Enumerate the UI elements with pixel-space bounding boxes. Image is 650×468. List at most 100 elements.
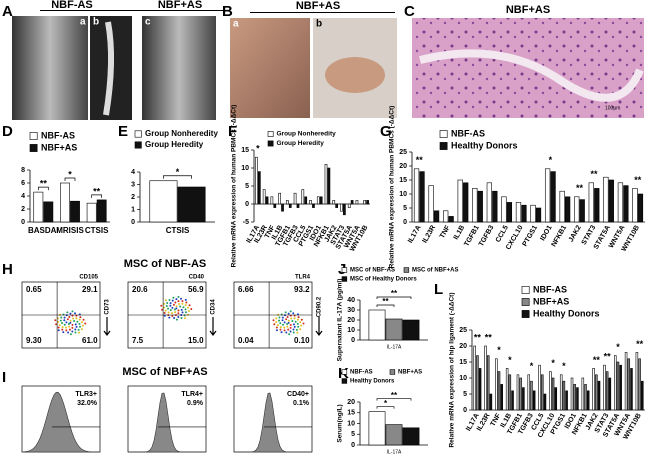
bar: [562, 380, 566, 411]
x-marker: CD40: [189, 275, 205, 281]
bar: [273, 203, 277, 208]
flow-dot: [278, 319, 281, 322]
flow-dot: [286, 315, 289, 318]
flow-dot: [280, 331, 283, 334]
legend-label: Group Nonheredity: [277, 131, 337, 138]
bar: [304, 196, 308, 205]
flow-dot: [71, 324, 74, 327]
flow-dot: [169, 309, 172, 312]
bar: [477, 190, 483, 223]
bar: [419, 171, 425, 223]
flow-dot: [279, 328, 282, 331]
bar: [541, 374, 544, 411]
group-title: NBF+AS: [296, 0, 340, 12]
flow-dot: [190, 307, 193, 310]
panel-label: A: [2, 3, 13, 20]
histogram: [128, 392, 206, 453]
y-marker: CD73: [105, 299, 111, 315]
flow-dot: [181, 300, 184, 303]
bar: [619, 364, 622, 411]
y-tick-label: 15: [241, 147, 249, 154]
flow-dot: [282, 323, 285, 326]
flow-dot: [63, 323, 66, 326]
bar: [443, 210, 449, 223]
bar: [324, 164, 328, 205]
bar: [638, 358, 641, 411]
flow-dot: [66, 318, 69, 321]
quadrant-value: 9.30: [26, 336, 42, 345]
bar: [340, 203, 343, 212]
flow-dot: [175, 298, 178, 301]
flow-dot: [289, 324, 292, 327]
bar: [177, 186, 206, 223]
legend-swatch: [29, 132, 38, 140]
y-tick-label: 20: [459, 343, 467, 350]
y-tick-label: 30: [347, 307, 355, 314]
flow-dot: [65, 321, 68, 324]
panel-label: L: [434, 281, 443, 298]
flow-dot: [289, 310, 292, 313]
y-tick-label: 10: [347, 327, 355, 334]
bar: [511, 390, 514, 411]
x-tick-label: CCL5: [495, 224, 510, 243]
y-tick-label: 5: [351, 431, 355, 438]
bar: [368, 309, 386, 341]
flow-dot: [289, 330, 292, 333]
y-marker: CD90.2: [317, 296, 323, 317]
title-rule: [40, 10, 230, 11]
bar: [43, 201, 54, 223]
bar: [623, 185, 629, 223]
flow-dot: [63, 316, 66, 319]
legend-swatch: [134, 141, 142, 149]
bar: [350, 200, 354, 205]
panel-label: F: [228, 123, 237, 140]
bar: [549, 371, 552, 411]
flow-dot: [58, 324, 61, 327]
bar: [605, 371, 609, 411]
group-title: NBF+AS: [506, 4, 550, 16]
legend-label: NBF-AS: [41, 130, 75, 140]
bar: [603, 176, 609, 223]
bar: [530, 204, 536, 223]
bar: [343, 203, 346, 216]
bar: [521, 204, 527, 223]
bar: [413, 168, 420, 223]
flow-dot: [169, 304, 172, 307]
bar: [484, 345, 487, 411]
spine-shape: [103, 21, 115, 116]
flow-dot: [275, 326, 278, 329]
bar: [608, 179, 614, 223]
bar: [347, 203, 351, 208]
flow-dot: [283, 321, 286, 324]
arrow: [315, 317, 323, 336]
bar: [532, 390, 536, 411]
group-title: NBF-AS: [51, 0, 93, 11]
flow-dot: [69, 321, 72, 324]
flow-dot: [73, 320, 76, 323]
flow-dot: [283, 329, 286, 332]
flow-dot: [61, 326, 64, 329]
bar: [551, 377, 555, 411]
bar: [486, 355, 490, 411]
flow-dot: [178, 302, 181, 305]
flow-dot: [167, 307, 170, 310]
x-tick-label: TNF: [439, 224, 452, 240]
flow-dot: [161, 308, 164, 311]
bar: [641, 380, 644, 411]
y-tick-label: -5: [243, 219, 249, 226]
bar: [278, 192, 281, 205]
y-tick-label: 0: [403, 219, 407, 226]
legend-label: NBF+AS: [398, 370, 422, 376]
bar: [519, 377, 522, 411]
x-tick-label: CTSIS: [85, 226, 109, 235]
flow-dot: [168, 299, 171, 302]
y-axis-label: Supernatant IL-17A (pg/ml): [337, 279, 344, 362]
significance-bracket: [91, 194, 103, 198]
x-tick-label: MRISIS: [56, 226, 84, 235]
significance: **: [391, 391, 398, 400]
flow-dot: [78, 318, 81, 321]
flow-dot: [71, 326, 74, 329]
quadrant-value: 56.9: [188, 285, 204, 294]
bar: [335, 203, 339, 208]
flow-dot: [273, 323, 276, 326]
